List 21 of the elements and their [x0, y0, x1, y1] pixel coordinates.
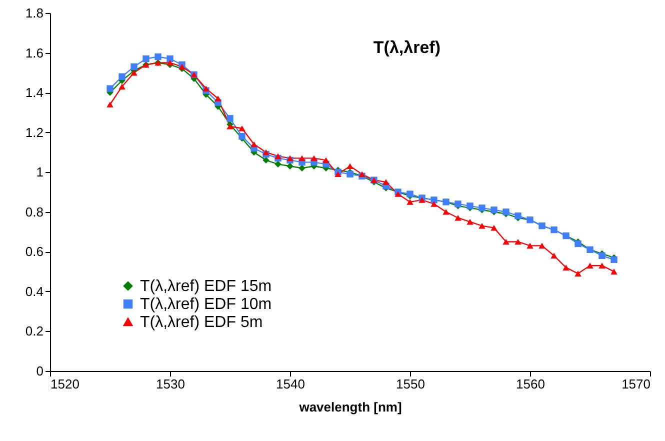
y-tick-label: 0.4 — [25, 284, 44, 299]
y-tick-label: 0.6 — [25, 244, 44, 260]
y-tick-label: 0 — [36, 364, 44, 378]
y-tick-label: 1 — [36, 164, 44, 180]
y-tick-label: 1.2 — [25, 124, 44, 140]
y-tick-label: 0.2 — [25, 324, 44, 339]
x-tick-label: 1540 — [276, 376, 305, 392]
x-tick-label: 1560 — [516, 376, 545, 392]
y-tick-label: 0.8 — [25, 204, 44, 220]
x-axis-title: wavelength [nm] — [298, 400, 402, 414]
y-tick-label: 1.6 — [25, 45, 44, 60]
x-tick-label: 1550 — [396, 376, 425, 392]
x-tick-label: 1520 — [50, 376, 80, 392]
text: T(λ,λref) — [373, 38, 440, 57]
x-tick-label: 1530 — [156, 376, 185, 392]
x-tick-label: 1570 — [622, 376, 650, 392]
legend-label: T(λ,λref) EDF 5m — [140, 314, 263, 331]
y-tick-label: 1.8 — [25, 6, 44, 20]
legend-label: T(λ,λref) EDF 10m — [140, 296, 272, 313]
legend-label: T(λ,λref) EDF 15m — [140, 278, 272, 295]
y-tick-label: 1.4 — [25, 85, 44, 100]
